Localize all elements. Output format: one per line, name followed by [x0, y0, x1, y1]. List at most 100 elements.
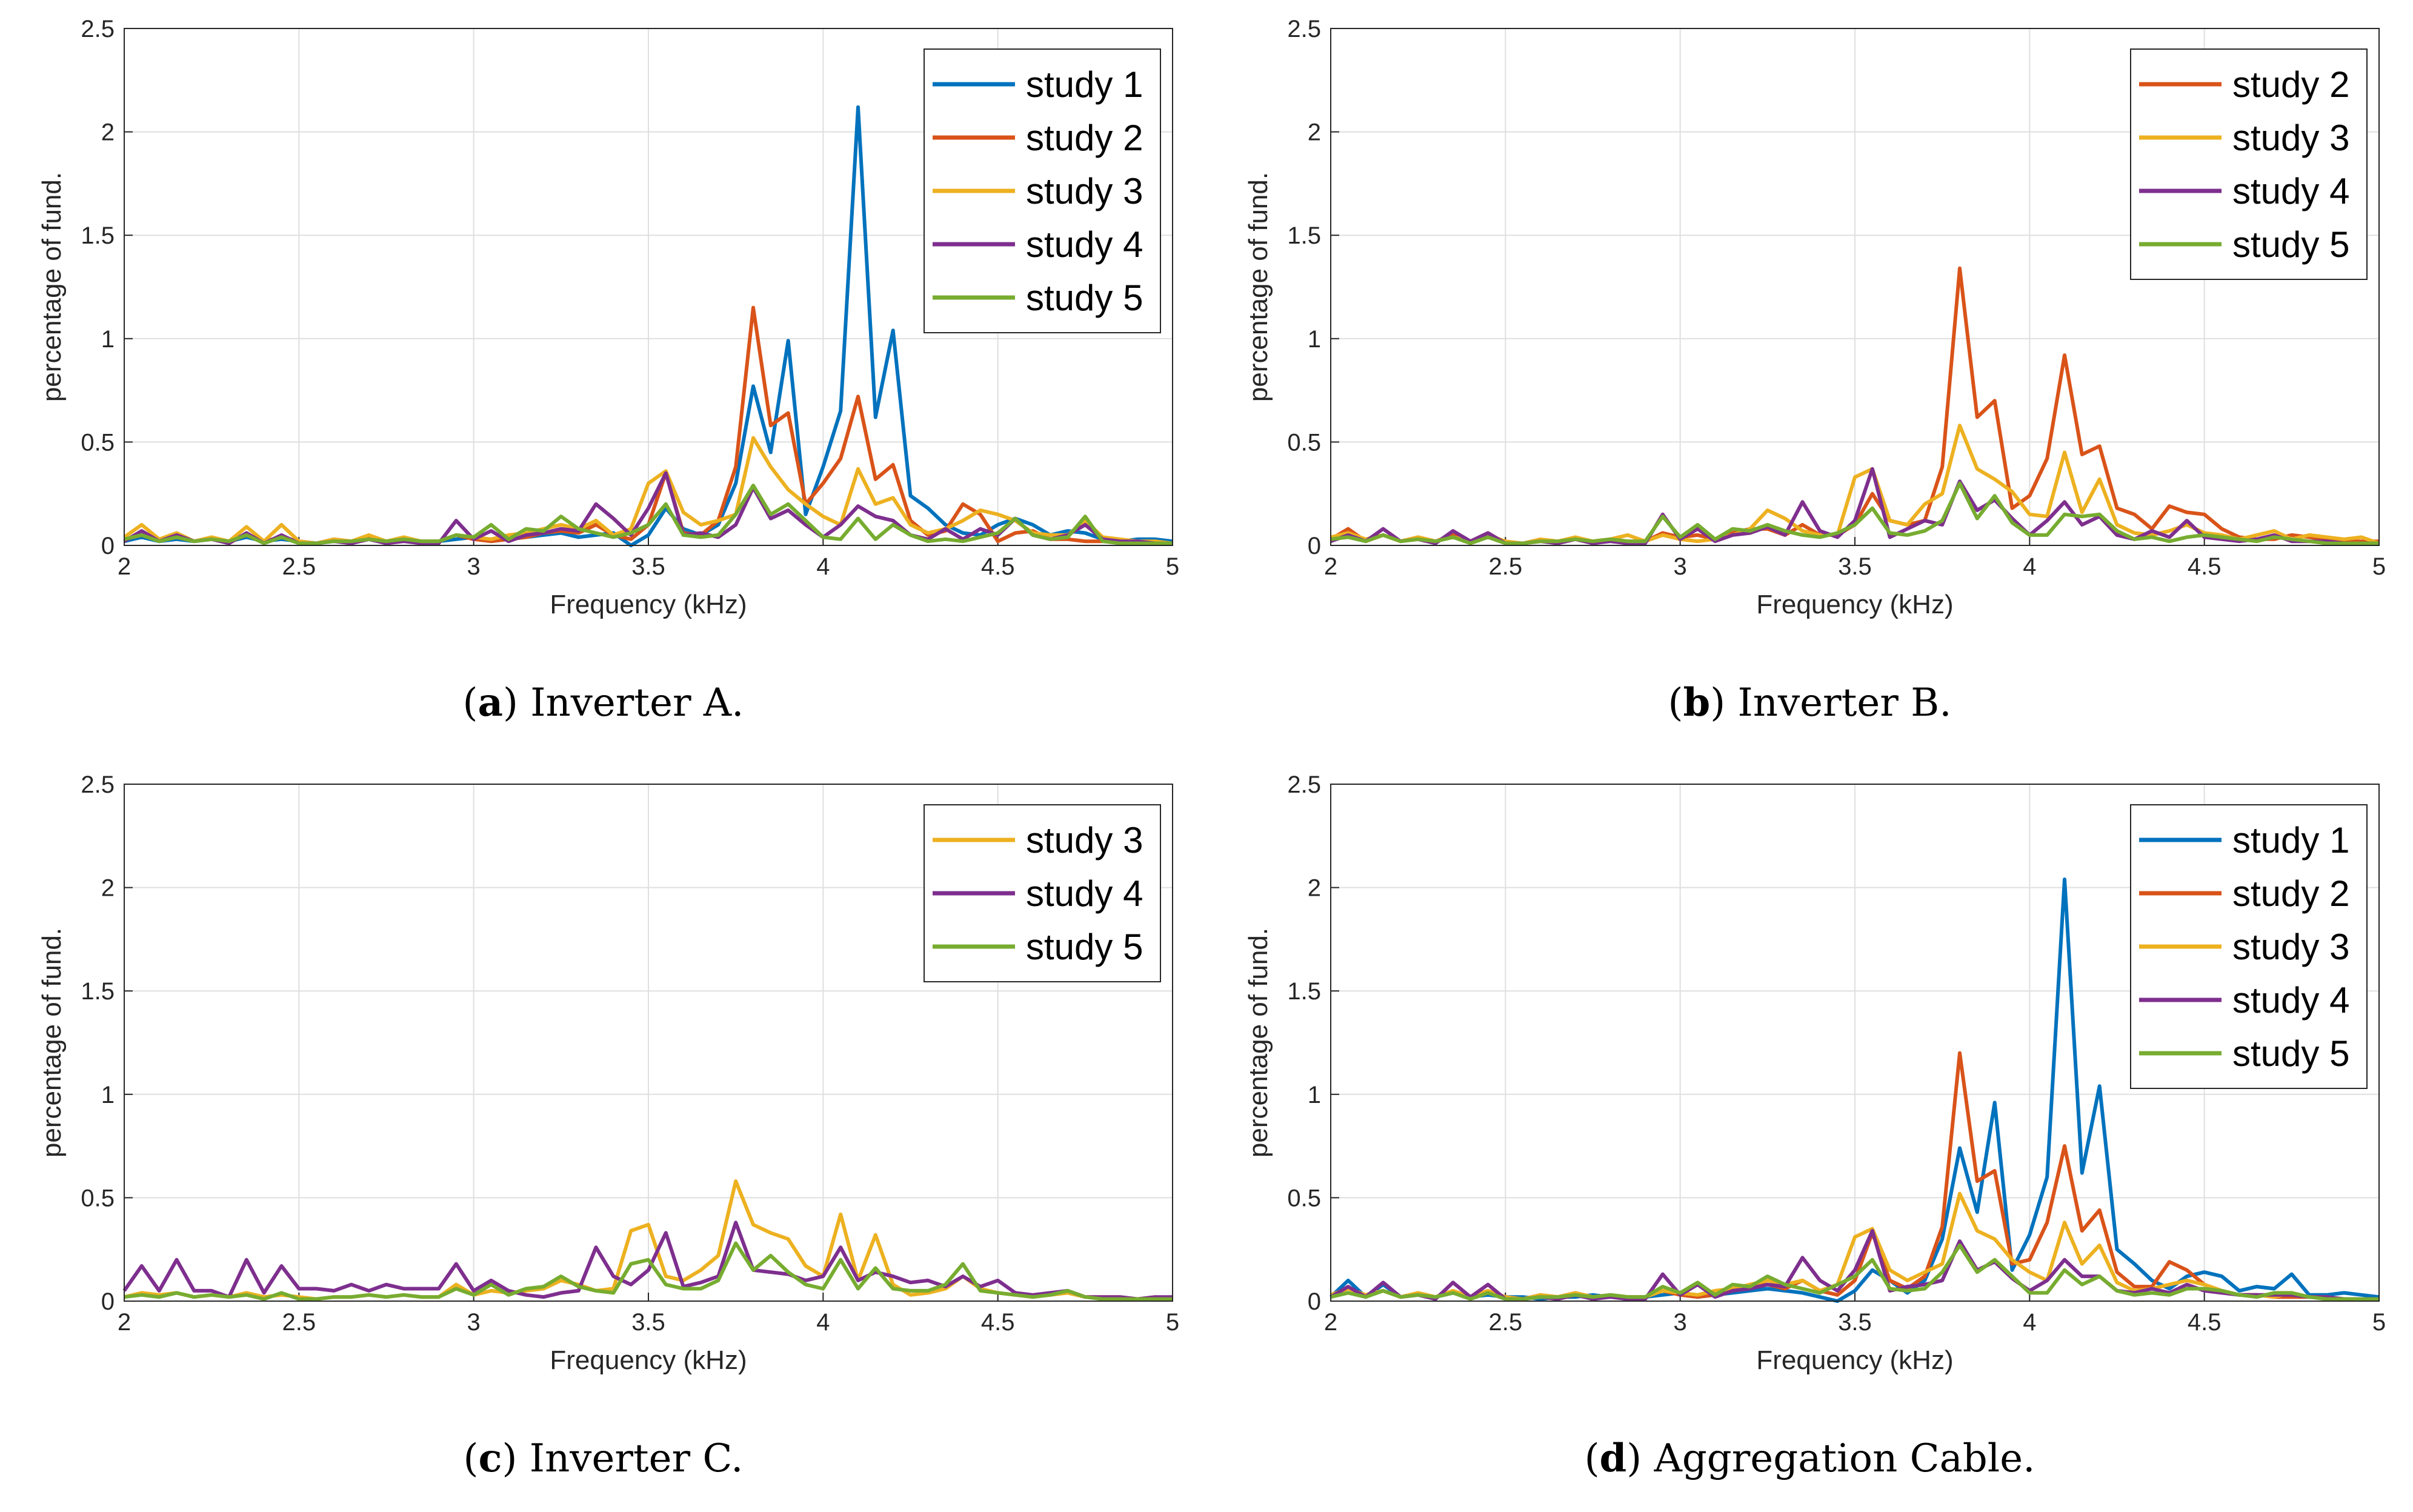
legend: study 1 study 2 study 3 study 4 study 5 [2130, 804, 2368, 1089]
legend-label: study 2 [2232, 64, 2349, 105]
legend-label: study 4 [1026, 224, 1143, 265]
legend: study 1 study 2 study 3 study 4 study 5 [924, 48, 1161, 333]
x-tick-label: 5 [2372, 1309, 2386, 1336]
caption-text: Inverter B. [1737, 681, 1952, 725]
caption-letter: d [1599, 1436, 1627, 1481]
x-axis-label: Frequency (kHz) [1756, 590, 1953, 619]
x-tick-label: 3 [467, 553, 481, 580]
legend-label: study 3 [2232, 927, 2349, 967]
y-tick-label: 2 [1308, 119, 1321, 146]
caption-text: Inverter C. [529, 1436, 744, 1481]
x-axis-label: Frequency (kHz) [550, 1345, 747, 1375]
y-tick-label: 0 [1308, 533, 1321, 559]
series-line-study-4 [122, 1221, 1173, 1301]
x-tick-label: 3.5 [1838, 1309, 1872, 1336]
x-tick-label: 4 [816, 1309, 830, 1336]
y-axis-label: percentage of fund. [1243, 172, 1273, 402]
y-tick-label: 2.5 [81, 771, 115, 798]
legend-box [924, 48, 1161, 333]
caption-letter: a [478, 680, 503, 725]
caption-text: Inverter A. [530, 681, 744, 725]
y-tick-label: 2 [101, 875, 115, 902]
x-tick-label: 4.5 [2188, 553, 2222, 580]
axes-box [124, 784, 1173, 1302]
x-tick-label: 5 [2372, 553, 2386, 580]
legend-label: study 3 [1026, 171, 1143, 211]
y-tick-label: 0.5 [81, 1185, 115, 1211]
chart-aggregation-cable: 2 2.5 3 3.5 4 4.5 5 0 0.5 1 1.5 2 2.5 Frequency (kHz)… [1243, 771, 2386, 1375]
legend-label: study 1 [2232, 820, 2349, 861]
panel-a: 2 2.5 3 3.5 4 4.5 5 0 0.5 1 1.5 2 2.5 Frequency (kHz)… [0, 0, 1206, 756]
legend: study 2 study 3 study 4 study 5 [2130, 48, 2368, 280]
series-line-study-5 [1330, 481, 2379, 545]
series-line-study-5 [1330, 1243, 2379, 1301]
y-axis-label: percentage of fund. [1243, 928, 1273, 1157]
legend-label: study 4 [1026, 873, 1143, 914]
legend-label: study 4 [2232, 980, 2349, 1021]
y-tick-label: 0 [1308, 1288, 1321, 1315]
chart-inverter-b: 2 2.5 3 3.5 4 4.5 5 0 0.5 1 1.5 2 2.5 Frequency (kHz)… [1243, 16, 2386, 619]
y-tick-label: 2 [101, 119, 115, 146]
series-line-study-5 [124, 1241, 1173, 1301]
x-tick-label: 2.5 [1489, 553, 1523, 580]
legend-label: study 3 [1026, 820, 1143, 861]
legend-box [2130, 48, 2368, 280]
y-tick-label: 1.5 [81, 978, 115, 1005]
caption-letter: c [478, 1436, 502, 1481]
y-tick-label: 1 [1308, 326, 1321, 353]
chart-inverter-a: 2 2.5 3 3.5 4 4.5 5 0 0.5 1 1.5 2 2.5 Frequency (kHz)… [37, 16, 1179, 619]
series-line-study-3 [123, 436, 1173, 545]
caption-text: Aggregation Cable. [1654, 1436, 2035, 1481]
x-tick-label: 3 [1674, 553, 1687, 580]
y-tick-label: 1 [101, 1082, 115, 1108]
x-tick-label: 2.5 [1489, 1309, 1523, 1336]
x-axis-label: Frequency (kHz) [1756, 1345, 1953, 1375]
caption-a: (a) Inverter A. [462, 680, 744, 725]
panel-b: 2 2.5 3 3.5 4 4.5 5 0 0.5 1 1.5 2 2.5 Frequency (kHz)… [1206, 0, 2413, 756]
y-tick-label: 2.5 [1287, 16, 1321, 42]
x-tick-label: 4.5 [2188, 1309, 2222, 1336]
y-tick-label: 0 [101, 533, 115, 559]
series-line-study-5 [124, 484, 1173, 545]
y-axis-label: percentage of fund. [37, 928, 67, 1157]
y-tick-label: 1 [1308, 1082, 1321, 1108]
axes-box [124, 28, 1173, 546]
y-tick-label: 1 [101, 326, 115, 353]
chart-inverter-c: 2 2.5 3 3.5 4 4.5 5 0 0.5 1 1.5 2 2.5 Frequency (kHz)… [37, 771, 1179, 1375]
x-tick-label: 2 [118, 1309, 131, 1336]
caption-d: (d) Aggregation Cable. [1584, 1436, 2035, 1481]
x-tick-label: 4 [2023, 553, 2036, 580]
y-tick-label: 1.5 [1287, 222, 1321, 249]
caption-b: (b) Inverter B. [1668, 680, 1952, 725]
y-tick-label: 0.5 [1287, 429, 1321, 456]
legend-label: study 5 [2232, 224, 2349, 265]
legend-label: study 1 [1026, 64, 1143, 105]
y-tick-label: 1.5 [1287, 978, 1321, 1005]
y-tick-label: 2.5 [1287, 771, 1321, 798]
y-tick-label: 0.5 [1287, 1185, 1321, 1211]
x-axis-label: Frequency (kHz) [550, 590, 747, 619]
x-tick-label: 3.5 [1838, 553, 1872, 580]
x-tick-label: 4.5 [981, 1309, 1015, 1336]
y-tick-label: 2 [1308, 875, 1321, 902]
x-tick-label: 3 [467, 1309, 481, 1336]
y-tick-label: 2.5 [81, 16, 115, 42]
caption-letter: b [1683, 680, 1711, 725]
x-tick-label: 2 [1324, 1309, 1337, 1336]
x-tick-label: 2 [118, 553, 131, 580]
x-tick-label: 4.5 [981, 553, 1015, 580]
x-tick-label: 3.5 [631, 1309, 665, 1336]
x-tick-label: 5 [1166, 1309, 1179, 1336]
y-tick-label: 0.5 [81, 429, 115, 456]
legend-label: study 5 [1026, 927, 1143, 967]
x-tick-label: 3.5 [631, 553, 665, 580]
legend-label: study 3 [2232, 118, 2349, 158]
x-tick-label: 5 [1166, 553, 1179, 580]
legend-label: study 2 [1026, 118, 1143, 158]
y-tick-label: 0 [101, 1288, 115, 1315]
legend-label: study 2 [2232, 873, 2349, 914]
panel-c: 2 2.5 3 3.5 4 4.5 5 0 0.5 1 1.5 2 2.5 Frequency (kHz)… [0, 756, 1206, 1511]
axes-box [1330, 28, 2380, 546]
x-tick-label: 2 [1324, 553, 1337, 580]
x-tick-label: 2.5 [282, 1309, 316, 1336]
